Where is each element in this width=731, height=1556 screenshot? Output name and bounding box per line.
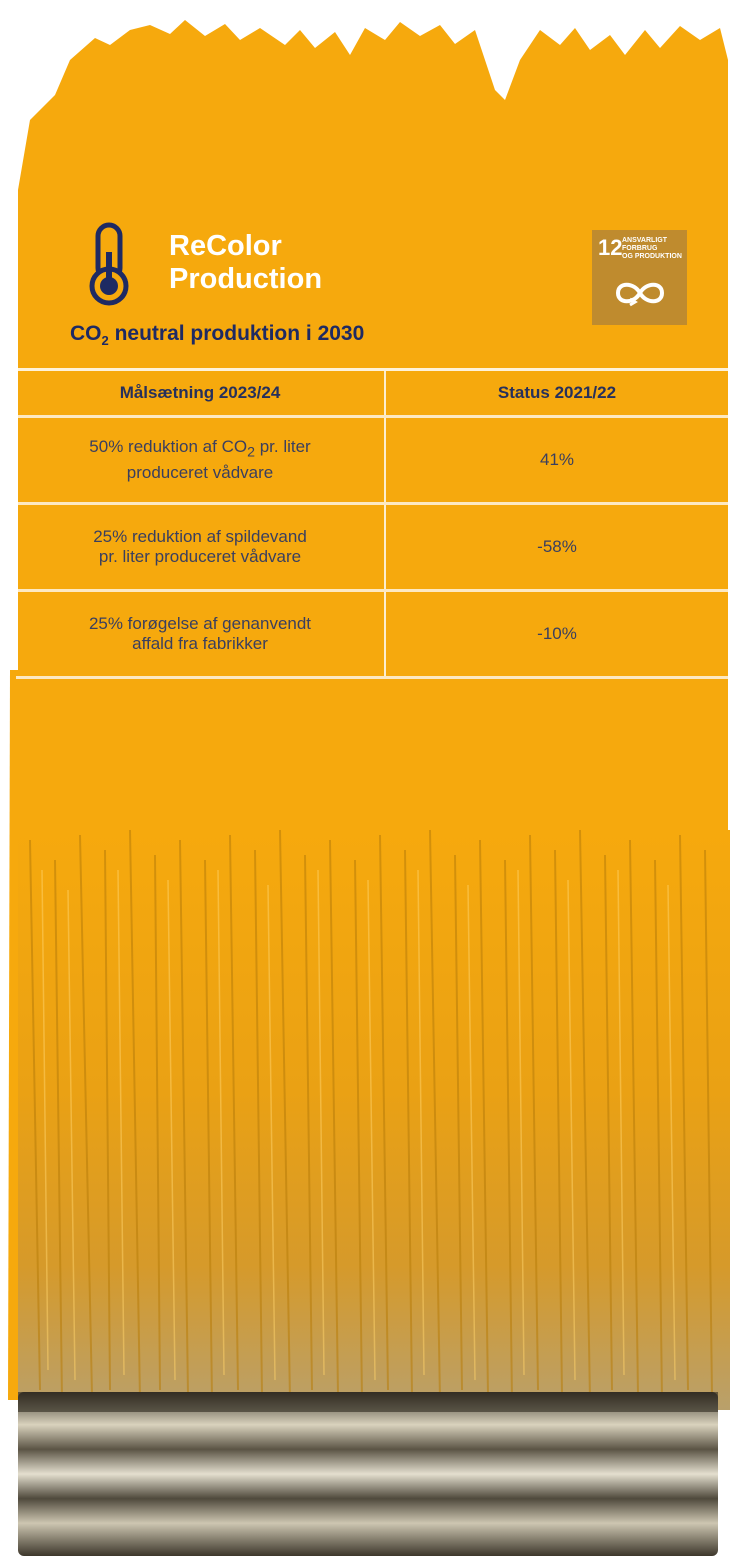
goal-text: produceret vådvare [126,462,274,482]
header: ReColor Production [84,222,384,312]
sdg-label-line-2: FORBRUG [622,245,658,252]
sdg-label: ANSVARLIGT FORBRUG OG PRODUKTION [622,237,682,261]
thermometer-icon [89,222,129,306]
goal-text: pr. liter produceret vådvare [98,547,302,566]
subtitle-text: neutral produktion i 2030 [108,322,365,345]
brush-ferrule [18,1392,718,1556]
goal-cell: 25% reduktion af spildevand pr. liter pr… [16,503,386,592]
goals-table: Målsætning 2023/24 Status 2021/22 50% re… [16,368,728,679]
sdg-label-line-3: OG PRODUKTION [622,253,682,260]
table-header-row: Målsætning 2023/24 Status 2021/22 [16,368,728,418]
sdg-label-line-1: ANSVARLIGT [622,237,667,244]
goal-cell: 25% forøgelse af genanvendt affald fra f… [16,590,386,679]
sdg-12-badge: 12 ANSVARLIGT FORBRUG OG PRODUKTION [592,230,687,325]
subtitle-subscript: 2 [101,333,109,349]
brush-bristles [18,830,730,1410]
sdg-number: 12 [598,235,623,260]
goal-text: 25% forøgelse af genanvendt [88,614,312,633]
goal-text: 50% reduktion af CO [89,437,248,457]
table-row: 25% forøgelse af genanvendt affald fra f… [16,590,728,679]
subtitle: CO2 neutral produktion i 2030 [70,322,364,348]
status-cell: -58% [385,503,728,592]
header-status: Status 2021/22 [385,368,728,418]
goal-text: 25% reduktion af spildevand [93,527,307,546]
subtitle-co: CO [70,322,102,345]
status-cell: 41% [385,416,728,505]
table-row: 25% reduktion af spildevand pr. liter pr… [16,503,728,592]
status-cell: -10% [385,590,728,679]
title-line-2: Production [169,263,323,295]
header-goal: Målsætning 2023/24 [16,368,386,418]
goal-text: affald fra fabrikker [132,634,268,653]
goal-text: pr. liter [254,437,311,457]
title-line-1: ReColor [169,230,282,262]
page-title: ReColor Production [169,230,322,296]
infinity-icon [615,282,665,307]
table-row: 50% reduktion af CO2 pr. liter producere… [16,416,728,505]
goal-subscript: 2 [247,444,255,461]
goal-cell: 50% reduktion af CO2 pr. liter producere… [16,416,386,505]
